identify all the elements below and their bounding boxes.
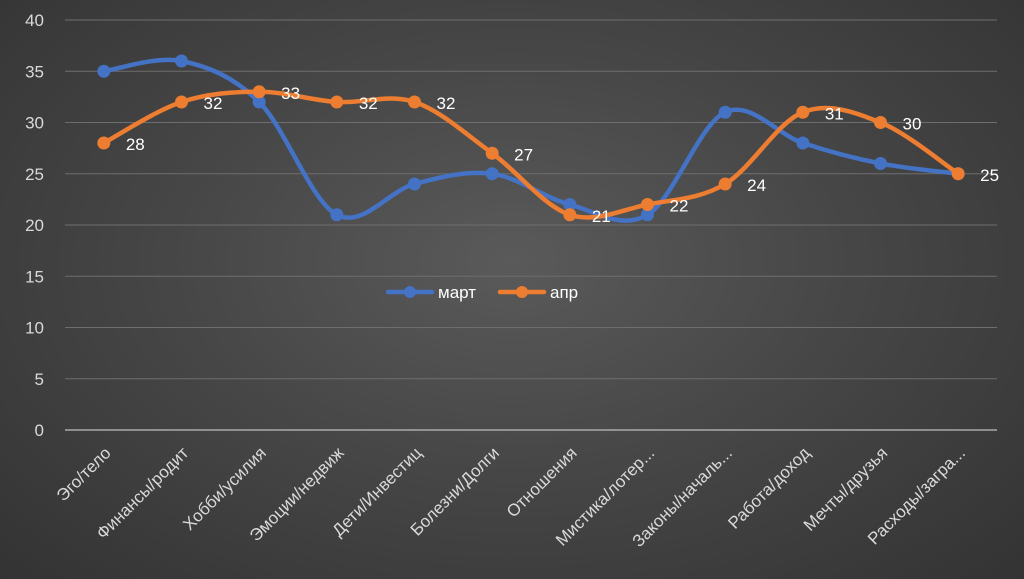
legend-label: март [438,283,476,302]
data-point [485,167,499,181]
legend-swatch-marker [404,286,416,298]
data-point [718,105,732,119]
data-label: 22 [670,197,689,216]
data-point [175,95,188,109]
data-point [796,136,810,150]
data-point [641,208,654,222]
series-group [97,54,965,223]
data-point [718,177,732,191]
data-point [408,177,421,191]
y-tick-label: 25 [25,165,44,184]
data-label: 28 [126,135,145,154]
y-tick-label: 0 [35,421,44,440]
data-label: 32 [359,94,378,113]
data-point [252,95,266,109]
y-tick-label: 15 [25,267,44,286]
gridlines [65,19,997,431]
data-point [485,146,499,160]
data-label: 31 [825,104,844,123]
data-point [97,136,111,150]
x-axis-ticks: Эго/телоФинансы/родитХобби/усилияЭмоции/… [53,443,969,551]
series-1 [97,54,965,223]
data-label: 25 [980,166,999,185]
data-point [97,64,111,78]
data-label: 33 [281,84,300,103]
y-tick-label: 5 [35,370,44,389]
y-tick-label: 30 [25,114,44,133]
x-tick-label: Эго/тело [53,443,115,505]
data-point [330,208,344,222]
data-label: 24 [747,176,766,195]
data-point [951,167,965,181]
data-point [563,198,577,211]
data-point [641,198,654,211]
series-line [101,57,961,223]
data-point [175,54,188,68]
data-point [796,105,810,119]
legend-item-1: март [385,283,476,302]
data-point [874,157,887,170]
data-label: 30 [903,115,922,134]
legend-label: апр [550,283,578,302]
data-label: 32 [437,94,456,113]
data-point [874,116,887,129]
data-label: 32 [204,94,223,113]
x-tick-label: Работа/доход [724,443,813,532]
data-point [330,95,344,109]
data-point [563,208,577,222]
y-axis-ticks: 0 5 10 15 20 25 30 35 40 [25,11,44,440]
y-tick-label: 20 [25,216,44,235]
data-point [408,95,421,109]
data-label: 27 [514,145,533,164]
legend-item-2: апр [497,283,578,302]
y-tick-label: 40 [25,11,44,30]
x-tick-label: Отношения [503,443,581,521]
data-point [252,85,266,99]
legend: март апр [385,283,578,302]
data-label: 21 [592,207,611,226]
y-tick-label: 10 [25,319,44,338]
data-labels: 28 32 33 32 32 27 21 22 24 31 30 25 [126,84,999,226]
series-2 [97,85,965,222]
legend-swatch-marker [516,286,528,298]
y-tick-label: 35 [25,62,44,81]
